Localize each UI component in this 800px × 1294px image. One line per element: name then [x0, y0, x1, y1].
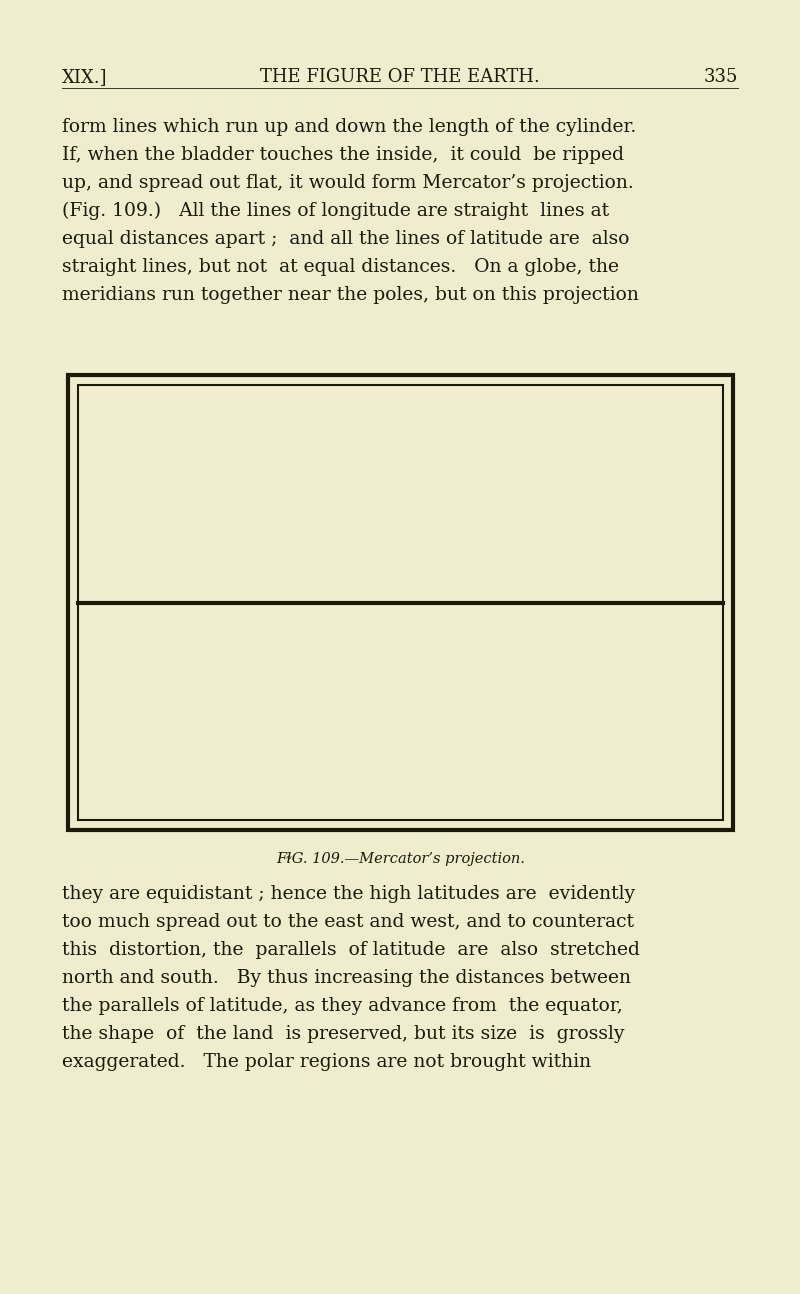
- Text: the parallels of latitude, as they advance from  the equator,: the parallels of latitude, as they advan…: [62, 996, 622, 1014]
- Text: straight lines, but not  at equal distances.   On a globe, the: straight lines, but not at equal distanc…: [62, 258, 619, 276]
- Text: exaggerated.   The polar regions are not brought within: exaggerated. The polar regions are not b…: [62, 1053, 591, 1071]
- Text: they are equidistant ; hence the high latitudes are  evidently: they are equidistant ; hence the high la…: [62, 885, 635, 903]
- Text: (Fig. 109.)   All the lines of longitude are straight  lines at: (Fig. 109.) All the lines of longitude a…: [62, 202, 609, 220]
- Text: XIX.]: XIX.]: [62, 69, 107, 85]
- Text: equal distances apart ;  and all the lines of latitude are  also: equal distances apart ; and all the line…: [62, 230, 630, 248]
- Text: the shape  of  the land  is preserved, but its size  is  grossly: the shape of the land is preserved, but …: [62, 1025, 625, 1043]
- Text: up, and spread out flat, it would form Mercator’s projection.: up, and spread out flat, it would form M…: [62, 173, 634, 192]
- Text: FɫG. 109.—Mercator’s projection.: FɫG. 109.—Mercator’s projection.: [276, 851, 525, 866]
- Text: form lines which run up and down the length of the cylinder.: form lines which run up and down the len…: [62, 118, 636, 136]
- Text: meridians run together near the poles, but on this projection: meridians run together near the poles, b…: [62, 286, 639, 304]
- Bar: [68, 375, 733, 829]
- Bar: [78, 386, 723, 820]
- Text: north and south.   By thus increasing the distances between: north and south. By thus increasing the …: [62, 969, 631, 987]
- Text: too much spread out to the east and west, and to counteract: too much spread out to the east and west…: [62, 914, 634, 930]
- Text: THE FIGURE OF THE EARTH.: THE FIGURE OF THE EARTH.: [260, 69, 540, 85]
- Text: If, when the bladder touches the inside,  it could  be ripped: If, when the bladder touches the inside,…: [62, 146, 624, 164]
- Text: this  distortion, the  parallels  of latitude  are  also  stretched: this distortion, the parallels of latitu…: [62, 941, 640, 959]
- Text: 335: 335: [704, 69, 738, 85]
